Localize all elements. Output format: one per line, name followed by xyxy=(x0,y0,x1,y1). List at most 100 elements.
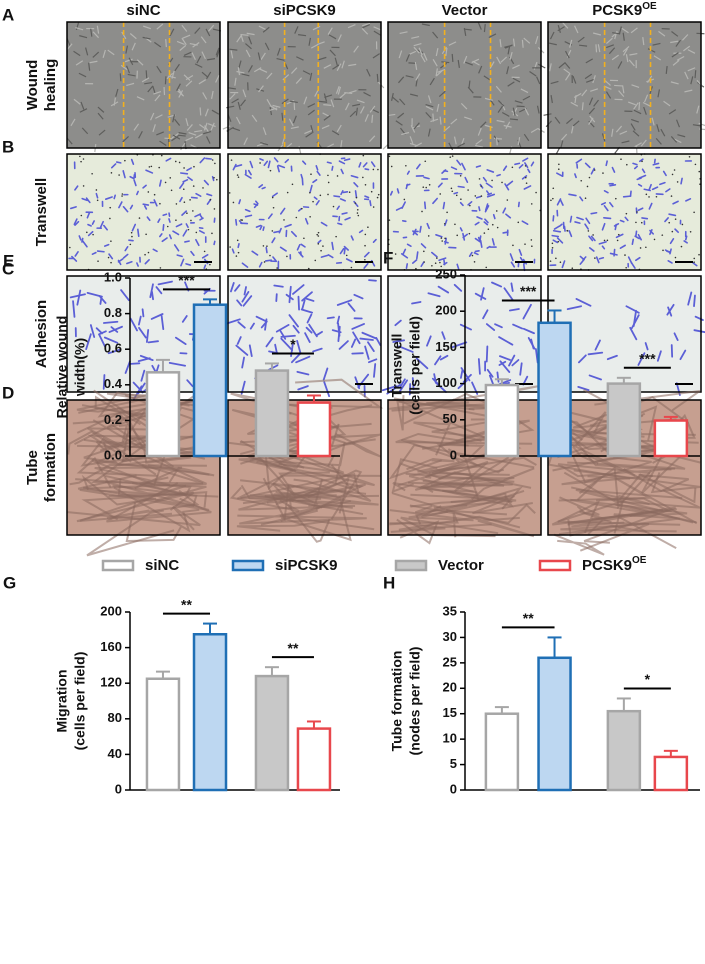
y-axis-label: Relative wound xyxy=(54,316,70,419)
cell xyxy=(174,63,180,72)
cell xyxy=(621,27,629,34)
cell xyxy=(558,62,566,69)
cell xyxy=(638,101,641,111)
pore xyxy=(110,261,112,264)
cell xyxy=(642,37,645,46)
cell xyxy=(230,282,235,293)
cell xyxy=(235,116,241,125)
y-tick-label: 10 xyxy=(443,731,457,746)
cell xyxy=(78,72,87,78)
cell xyxy=(340,168,344,175)
cell xyxy=(556,237,564,244)
cell xyxy=(653,55,662,61)
cell xyxy=(472,60,480,66)
cell xyxy=(182,229,188,237)
cell xyxy=(411,259,418,264)
legend-swatch xyxy=(101,559,135,572)
cell xyxy=(521,175,528,180)
pore xyxy=(350,266,353,269)
pore xyxy=(170,189,173,192)
legend-swatch xyxy=(394,559,428,572)
row-label: Tube xyxy=(24,450,41,485)
cell xyxy=(574,173,577,179)
pore xyxy=(283,219,285,221)
error-bar xyxy=(155,358,170,373)
cell xyxy=(669,238,675,245)
cell xyxy=(145,169,154,174)
cell xyxy=(206,71,212,80)
cell xyxy=(272,104,281,108)
cell xyxy=(468,80,471,89)
cell xyxy=(584,73,593,80)
cell xyxy=(247,65,253,73)
cell xyxy=(670,81,679,85)
pore xyxy=(317,231,320,234)
cell xyxy=(160,314,165,330)
cell xyxy=(104,196,113,200)
photo-panel xyxy=(382,21,546,155)
cell xyxy=(292,284,305,295)
y-tick-label: 0.8 xyxy=(104,305,122,320)
cell xyxy=(593,99,599,107)
pore xyxy=(230,159,233,161)
cell xyxy=(687,67,696,72)
cell xyxy=(495,137,498,146)
pore xyxy=(689,230,692,233)
cell xyxy=(141,308,145,318)
tube xyxy=(334,432,382,458)
cell xyxy=(575,158,583,164)
cell xyxy=(348,89,357,94)
cell xyxy=(267,160,271,169)
cell xyxy=(361,28,369,35)
cell xyxy=(692,262,698,267)
y-axis-label: (cells per field) xyxy=(407,316,423,415)
cell xyxy=(579,196,584,202)
cell xyxy=(168,218,171,223)
cell xyxy=(453,283,463,292)
tube xyxy=(293,478,372,502)
pore xyxy=(175,203,178,205)
cell xyxy=(297,207,303,212)
cell xyxy=(205,157,212,160)
panel-letter: H xyxy=(383,573,395,592)
y-tick-label: 0.2 xyxy=(104,412,122,427)
cell xyxy=(300,173,303,179)
cell xyxy=(484,203,489,211)
error-bar xyxy=(203,298,218,305)
cell xyxy=(570,101,579,107)
pore xyxy=(571,267,574,269)
cell xyxy=(203,131,212,135)
panel-letter: E xyxy=(3,251,14,270)
cell xyxy=(124,360,131,374)
cell xyxy=(509,51,513,60)
cell xyxy=(344,216,351,221)
pore xyxy=(566,230,569,232)
cell xyxy=(260,141,269,146)
cell xyxy=(484,97,493,101)
cell xyxy=(159,140,167,147)
cell xyxy=(182,34,191,39)
cell xyxy=(234,284,241,292)
pore xyxy=(348,191,351,194)
panel-letter: F xyxy=(383,248,393,267)
y-tick-label: 0.0 xyxy=(104,447,122,462)
cell xyxy=(687,49,696,54)
cell xyxy=(334,57,338,66)
tube xyxy=(113,486,200,533)
cell xyxy=(618,26,622,35)
pore xyxy=(228,192,231,194)
y-tick-label: 1.0 xyxy=(104,269,122,284)
cell xyxy=(681,34,689,41)
cell xyxy=(420,54,426,63)
cell xyxy=(363,91,371,97)
photo-border xyxy=(66,153,221,271)
cell xyxy=(585,78,594,83)
cell xyxy=(82,240,88,248)
cell xyxy=(190,250,195,257)
cell xyxy=(396,188,400,194)
cell xyxy=(552,239,559,244)
cell xyxy=(251,114,258,122)
tube xyxy=(69,463,207,486)
panel-letter: B xyxy=(2,137,14,156)
